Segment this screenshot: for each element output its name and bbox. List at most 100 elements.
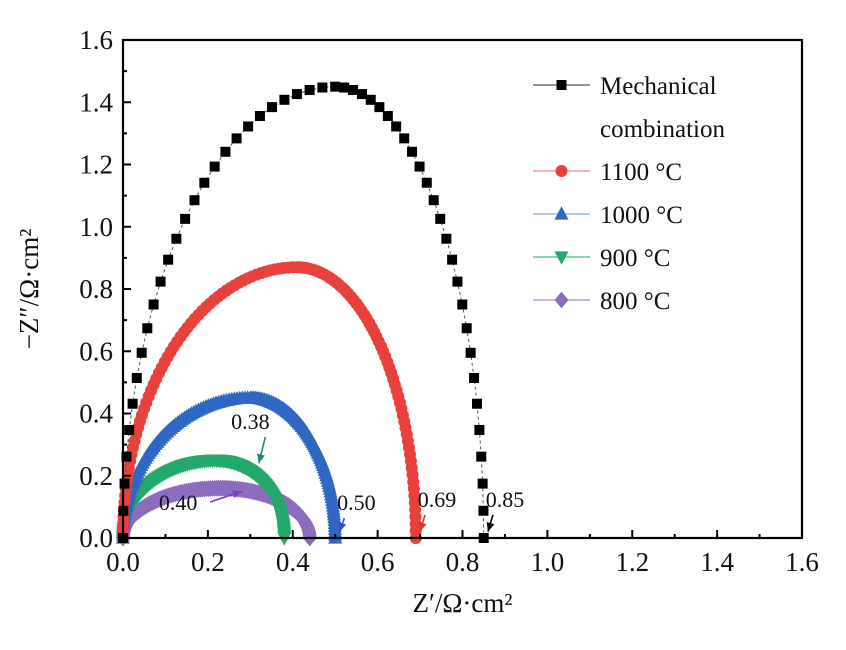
x-tick-label: 0.2 <box>191 547 225 577</box>
data-point <box>171 233 182 244</box>
data-point <box>461 323 472 334</box>
data-point <box>421 177 432 188</box>
y-tick-label: 1.4 <box>79 87 113 117</box>
y-axis-title: −Z″/Ω·cm² <box>14 229 44 350</box>
x-tick-label: 1.0 <box>531 547 565 577</box>
legend-label: 800 °C <box>600 288 670 315</box>
x-tick-label: 1.6 <box>785 547 819 577</box>
y-tick-label: 1.6 <box>79 25 113 55</box>
data-point <box>476 451 487 462</box>
data-point <box>478 505 489 516</box>
data-point <box>279 94 290 105</box>
legend-marker-icon <box>554 251 569 265</box>
legend-marker-icon <box>555 165 568 177</box>
legend-label: 900 °C <box>600 245 670 272</box>
y-tick-label: 0.6 <box>79 336 113 366</box>
data-point <box>199 177 210 188</box>
data-point <box>330 81 341 92</box>
y-tick-label: 1.0 <box>79 212 113 242</box>
data-point <box>209 161 220 172</box>
data-point <box>304 84 315 95</box>
legend-marker-icon <box>556 80 567 90</box>
legend-marker-icon <box>554 291 569 309</box>
arrow-head-icon <box>232 490 242 498</box>
data-point <box>142 323 153 334</box>
data-point <box>163 254 174 265</box>
data-point <box>374 102 385 113</box>
data-point <box>457 299 468 310</box>
y-tick-label: 0.0 <box>79 523 113 553</box>
data-point <box>148 299 159 310</box>
legend-label: 1000 °C <box>600 202 683 229</box>
legend-label: combination <box>600 116 725 143</box>
x-axis-title: Z′/Ω·cm² <box>412 588 512 618</box>
annotation-label: 0.40 <box>159 490 198 515</box>
data-point <box>465 347 476 358</box>
legend-item: 900 °C <box>533 245 670 272</box>
series-line <box>122 86 485 539</box>
x-tick-label: 1.4 <box>700 547 734 577</box>
data-point <box>391 121 402 132</box>
legend-item: 800 °C <box>533 288 670 315</box>
data-point <box>428 195 439 206</box>
legend: Mechanical combination 1100 °C 1000 °C 900 °… <box>533 73 725 315</box>
data-point <box>231 133 242 144</box>
data-point <box>356 89 367 100</box>
arrow-head-icon <box>418 522 427 532</box>
data-point <box>220 146 231 157</box>
data-point <box>291 89 302 100</box>
data-point <box>477 478 488 489</box>
data-point <box>399 133 410 144</box>
series-layer <box>116 81 489 547</box>
x-tick-label: 0.6 <box>361 547 395 577</box>
data-point <box>469 372 480 383</box>
data-point <box>155 276 166 287</box>
annotation-label: 0.85 <box>486 487 525 512</box>
data-point <box>452 276 463 287</box>
legend-item: 1000 °C <box>533 202 683 229</box>
data-point <box>180 213 191 224</box>
data-point <box>136 347 147 358</box>
data-point <box>435 213 446 224</box>
data-point <box>127 398 138 409</box>
y-tick-label: 0.2 <box>79 461 113 491</box>
legend-item: 1100 °C <box>533 159 682 186</box>
data-point <box>365 94 376 105</box>
data-point <box>447 254 458 265</box>
annotation-label: 0.69 <box>418 487 457 512</box>
tick-layer <box>122 39 803 539</box>
y-tick-label: 0.8 <box>79 274 113 304</box>
data-point <box>243 121 254 132</box>
data-point <box>414 161 425 172</box>
data-point <box>121 451 132 462</box>
data-point <box>339 82 350 93</box>
annotation-layer: 0.85 0.69 0.50 0.38 0.40 <box>159 409 525 533</box>
legend-label: Mechanical <box>600 73 717 100</box>
data-point <box>407 146 418 157</box>
legend-marker-icon <box>554 206 569 220</box>
y-tick-label: 1.2 <box>79 150 113 180</box>
tick-label-layer: 0.0 0.2 0.4 0.6 0.8 1.0 1.2 1.4 1.6 0.0 0.2 0.4 0.6 0… <box>79 25 819 577</box>
series-mechanical-combination <box>118 81 489 543</box>
annotation-label: 0.50 <box>337 490 376 515</box>
data-point <box>382 111 393 122</box>
data-point <box>119 478 130 489</box>
x-tick-label: 0.4 <box>276 547 310 577</box>
data-point <box>254 111 265 122</box>
data-point <box>124 424 135 435</box>
legend-label: 1100 °C <box>600 159 682 186</box>
data-point <box>131 372 142 383</box>
arrow-head-icon <box>257 453 265 464</box>
data-point <box>348 84 359 95</box>
arrow-head-icon <box>486 522 495 532</box>
x-tick-label: 1.2 <box>615 547 649 577</box>
x-tick-label: 0.8 <box>446 547 480 577</box>
x-tick-label: 0.0 <box>106 547 140 577</box>
data-point <box>471 398 482 409</box>
data-point <box>474 424 485 435</box>
data-point <box>317 82 328 93</box>
y-tick-label: 0.4 <box>79 399 113 429</box>
annotation-label: 0.38 <box>231 409 270 434</box>
data-point <box>267 102 278 113</box>
